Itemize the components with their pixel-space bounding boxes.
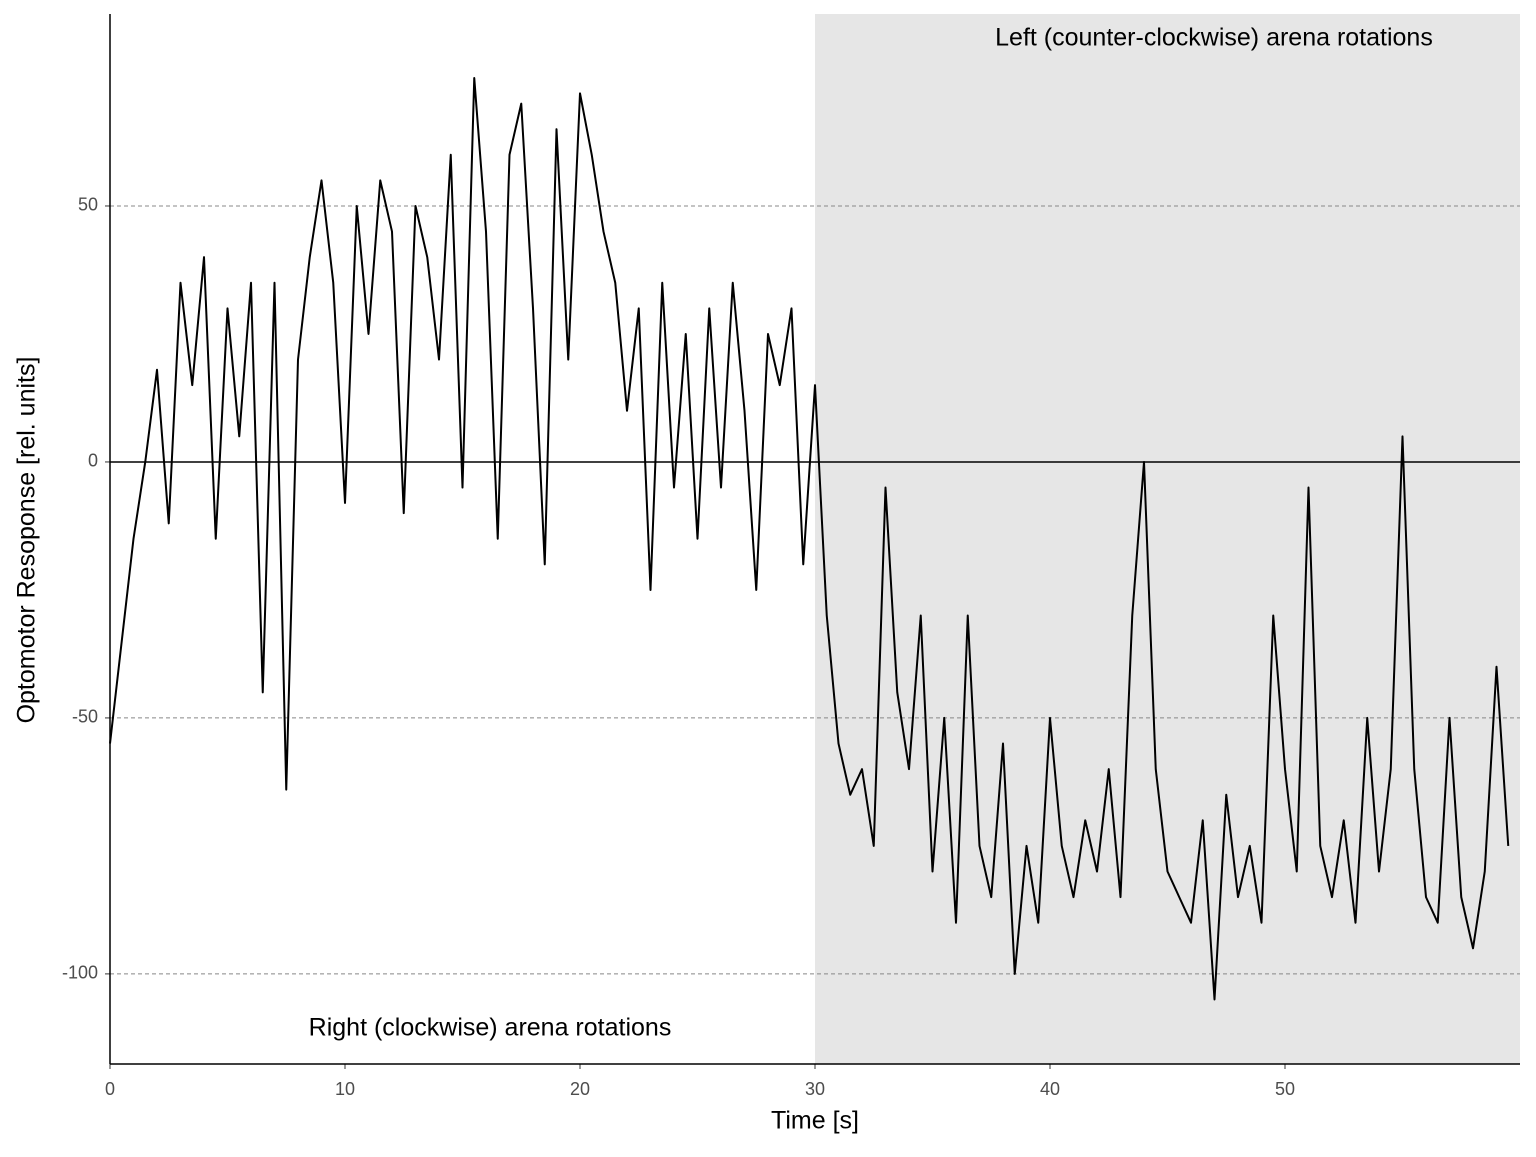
x-axis-title: Time [s] [771,1107,859,1135]
x-tick-label: 20 [570,1079,590,1099]
annotation: Left (counter-clockwise) arena rotations [995,24,1433,52]
x-tick-label: 0 [105,1079,115,1099]
y-tick-label: -100 [62,963,98,983]
y-axis-title: Optomotor Resoponse [rel. units] [13,357,41,724]
x-tick-label: 30 [805,1079,825,1099]
y-tick-label: 50 [78,195,98,215]
annotation: Right (clockwise) arena rotations [309,1014,672,1042]
shaded-region [815,14,1520,1064]
y-tick-label: -50 [72,707,98,727]
data-line [109,76,1510,1001]
x-tick-label: 10 [335,1079,355,1099]
x-tick-label: 40 [1040,1079,1060,1099]
x-tick-label: 50 [1275,1079,1295,1099]
y-tick-label: 0 [88,451,98,471]
